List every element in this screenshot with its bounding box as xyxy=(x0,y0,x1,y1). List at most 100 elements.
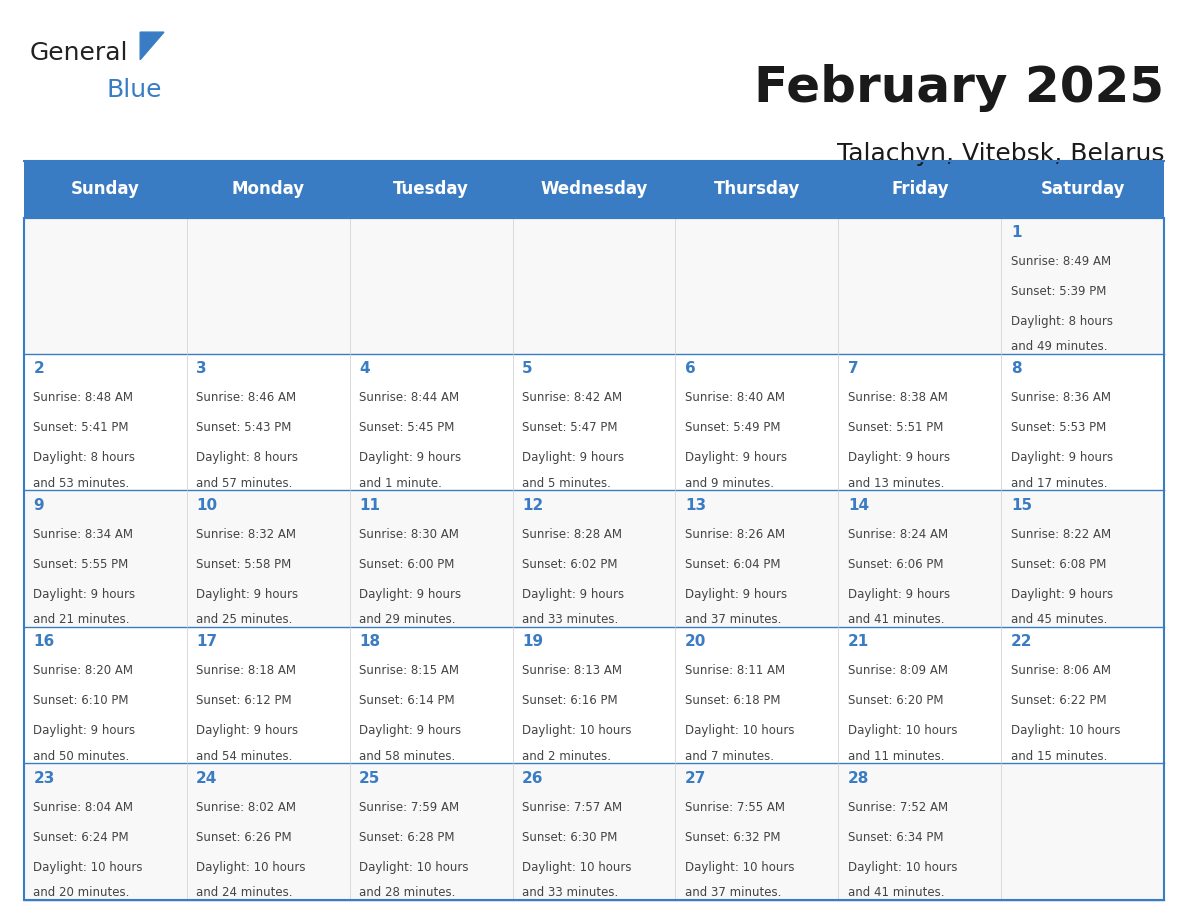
Text: 25: 25 xyxy=(359,770,380,786)
Text: Daylight: 10 hours: Daylight: 10 hours xyxy=(33,860,143,874)
Text: 16: 16 xyxy=(33,634,55,649)
Text: Sunset: 6:12 PM: Sunset: 6:12 PM xyxy=(196,694,292,707)
Text: 3: 3 xyxy=(196,362,207,376)
Text: Sunrise: 8:28 AM: Sunrise: 8:28 AM xyxy=(522,528,623,541)
Text: Sunrise: 8:34 AM: Sunrise: 8:34 AM xyxy=(33,528,133,541)
FancyBboxPatch shape xyxy=(512,763,676,900)
FancyBboxPatch shape xyxy=(24,763,187,900)
Text: 4: 4 xyxy=(359,362,369,376)
Text: Daylight: 9 hours: Daylight: 9 hours xyxy=(33,724,135,737)
Text: 17: 17 xyxy=(196,634,217,649)
Text: and 41 minutes.: and 41 minutes. xyxy=(848,613,944,626)
Text: Daylight: 9 hours: Daylight: 9 hours xyxy=(196,588,298,600)
FancyBboxPatch shape xyxy=(187,490,349,627)
Text: and 50 minutes.: and 50 minutes. xyxy=(33,750,129,763)
FancyBboxPatch shape xyxy=(349,218,512,354)
Text: 2: 2 xyxy=(33,362,44,376)
FancyBboxPatch shape xyxy=(512,218,676,354)
FancyBboxPatch shape xyxy=(349,490,512,627)
FancyBboxPatch shape xyxy=(187,354,349,490)
Text: and 33 minutes.: and 33 minutes. xyxy=(522,886,618,899)
Text: 21: 21 xyxy=(848,634,870,649)
Text: 15: 15 xyxy=(1011,498,1032,513)
Text: Sunset: 6:30 PM: Sunset: 6:30 PM xyxy=(522,831,618,844)
Text: Sunrise: 7:57 AM: Sunrise: 7:57 AM xyxy=(522,800,623,813)
FancyBboxPatch shape xyxy=(24,490,187,627)
Text: Sunset: 6:00 PM: Sunset: 6:00 PM xyxy=(359,558,455,571)
Text: Sunset: 6:22 PM: Sunset: 6:22 PM xyxy=(1011,694,1106,707)
Text: Sunrise: 8:40 AM: Sunrise: 8:40 AM xyxy=(685,391,785,404)
Text: and 58 minutes.: and 58 minutes. xyxy=(359,750,455,763)
Text: and 15 minutes.: and 15 minutes. xyxy=(1011,750,1107,763)
Text: 1: 1 xyxy=(1011,225,1022,240)
Text: Sunrise: 8:02 AM: Sunrise: 8:02 AM xyxy=(196,800,296,813)
Text: and 53 minutes.: and 53 minutes. xyxy=(33,476,129,490)
Text: Sunrise: 7:59 AM: Sunrise: 7:59 AM xyxy=(359,800,460,813)
Text: Daylight: 10 hours: Daylight: 10 hours xyxy=(522,724,632,737)
Text: Sunset: 6:32 PM: Sunset: 6:32 PM xyxy=(685,831,781,844)
Text: and 21 minutes.: and 21 minutes. xyxy=(33,613,129,626)
FancyBboxPatch shape xyxy=(24,218,187,354)
Text: 6: 6 xyxy=(685,362,696,376)
Text: Daylight: 9 hours: Daylight: 9 hours xyxy=(359,452,461,465)
FancyBboxPatch shape xyxy=(1001,354,1164,490)
Text: Daylight: 9 hours: Daylight: 9 hours xyxy=(848,452,950,465)
Text: Sunset: 5:45 PM: Sunset: 5:45 PM xyxy=(359,421,455,434)
Text: Sunrise: 8:36 AM: Sunrise: 8:36 AM xyxy=(1011,391,1111,404)
Text: Sunset: 5:47 PM: Sunset: 5:47 PM xyxy=(522,421,618,434)
Text: and 45 minutes.: and 45 minutes. xyxy=(1011,613,1107,626)
Text: Daylight: 10 hours: Daylight: 10 hours xyxy=(1011,724,1120,737)
Text: Sunrise: 8:13 AM: Sunrise: 8:13 AM xyxy=(522,664,623,677)
Text: and 2 minutes.: and 2 minutes. xyxy=(522,750,611,763)
Text: 27: 27 xyxy=(685,770,707,786)
Text: Sunset: 5:43 PM: Sunset: 5:43 PM xyxy=(196,421,291,434)
Text: Sunset: 6:02 PM: Sunset: 6:02 PM xyxy=(522,558,618,571)
Text: Sunset: 6:28 PM: Sunset: 6:28 PM xyxy=(359,831,455,844)
Text: 22: 22 xyxy=(1011,634,1032,649)
Text: 11: 11 xyxy=(359,498,380,513)
Text: Sunrise: 8:38 AM: Sunrise: 8:38 AM xyxy=(848,391,948,404)
Text: 18: 18 xyxy=(359,634,380,649)
FancyBboxPatch shape xyxy=(1001,490,1164,627)
Text: 10: 10 xyxy=(196,498,217,513)
Text: Sunrise: 8:06 AM: Sunrise: 8:06 AM xyxy=(1011,664,1111,677)
Text: Daylight: 10 hours: Daylight: 10 hours xyxy=(359,860,468,874)
FancyBboxPatch shape xyxy=(676,490,839,627)
Text: Sunset: 6:26 PM: Sunset: 6:26 PM xyxy=(196,831,292,844)
Text: Sunset: 6:04 PM: Sunset: 6:04 PM xyxy=(685,558,781,571)
Text: Daylight: 10 hours: Daylight: 10 hours xyxy=(685,724,795,737)
Text: Talachyn, Vitebsk, Belarus: Talachyn, Vitebsk, Belarus xyxy=(836,142,1164,166)
Text: and 5 minutes.: and 5 minutes. xyxy=(522,476,611,490)
FancyBboxPatch shape xyxy=(1001,627,1164,763)
Text: and 25 minutes.: and 25 minutes. xyxy=(196,613,292,626)
Text: 24: 24 xyxy=(196,770,217,786)
FancyBboxPatch shape xyxy=(187,218,349,354)
Text: Sunrise: 8:09 AM: Sunrise: 8:09 AM xyxy=(848,664,948,677)
Text: Sunrise: 7:55 AM: Sunrise: 7:55 AM xyxy=(685,800,785,813)
FancyBboxPatch shape xyxy=(839,490,1001,627)
Text: Daylight: 9 hours: Daylight: 9 hours xyxy=(359,724,461,737)
FancyBboxPatch shape xyxy=(676,627,839,763)
Text: Sunset: 6:10 PM: Sunset: 6:10 PM xyxy=(33,694,128,707)
FancyBboxPatch shape xyxy=(676,218,839,354)
Text: 8: 8 xyxy=(1011,362,1022,376)
FancyBboxPatch shape xyxy=(676,354,839,490)
Polygon shape xyxy=(140,32,164,60)
FancyBboxPatch shape xyxy=(187,627,349,763)
Text: Monday: Monday xyxy=(232,180,304,198)
Text: and 33 minutes.: and 33 minutes. xyxy=(522,613,618,626)
Text: Daylight: 9 hours: Daylight: 9 hours xyxy=(1011,588,1113,600)
Text: Sunset: 6:34 PM: Sunset: 6:34 PM xyxy=(848,831,943,844)
FancyBboxPatch shape xyxy=(187,763,349,900)
Text: Daylight: 8 hours: Daylight: 8 hours xyxy=(33,452,135,465)
FancyBboxPatch shape xyxy=(512,354,676,490)
Text: 12: 12 xyxy=(522,498,543,513)
Text: 9: 9 xyxy=(33,498,44,513)
FancyBboxPatch shape xyxy=(839,627,1001,763)
Text: Tuesday: Tuesday xyxy=(393,180,469,198)
Text: and 1 minute.: and 1 minute. xyxy=(359,476,442,490)
Text: Daylight: 9 hours: Daylight: 9 hours xyxy=(196,724,298,737)
Text: Sunset: 6:06 PM: Sunset: 6:06 PM xyxy=(848,558,943,571)
Text: Sunrise: 8:32 AM: Sunrise: 8:32 AM xyxy=(196,528,296,541)
Text: and 37 minutes.: and 37 minutes. xyxy=(685,613,782,626)
